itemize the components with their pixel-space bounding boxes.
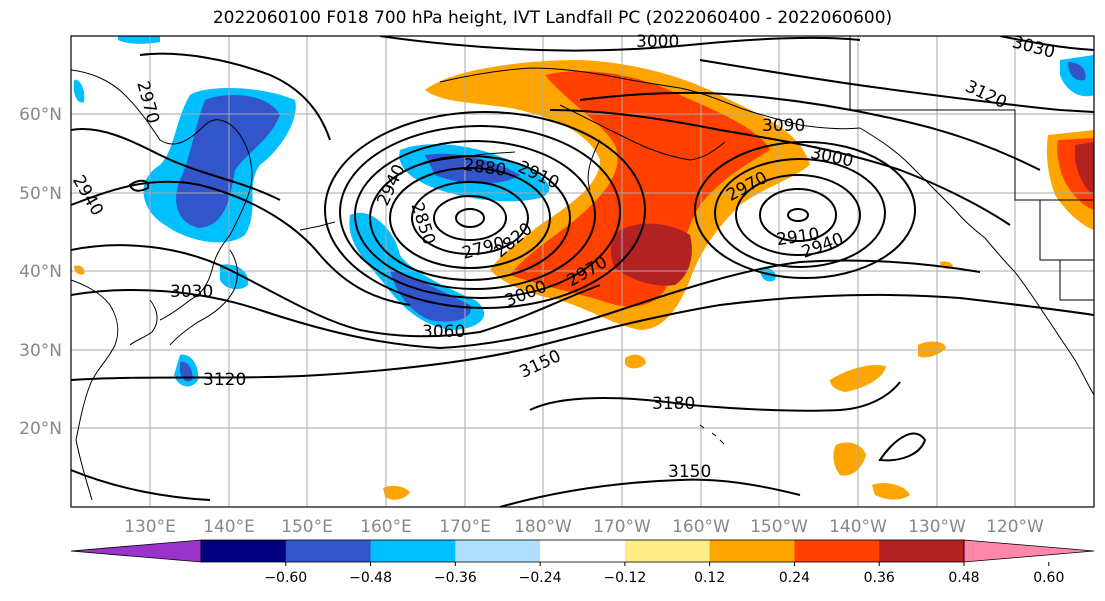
latitude-labels: 60°N 50°N 40°N 30°N 20°N [19,105,62,439]
colorbar-tick-label: −0.48 [349,570,392,586]
colorbar-swatches [70,539,1095,563]
map-title: 2022060100 F018 700 hPa height, IVT Land… [212,8,893,28]
contour-label: 3150 [668,462,711,482]
lon-label: 160°E [360,517,412,537]
colorbar-swatch [455,540,541,562]
lat-label: 30°N [19,341,62,361]
colorbar-swatch [879,540,965,562]
lon-label: 160°W [672,517,730,537]
contour-label: 3060 [422,322,465,342]
graticule [71,36,1094,507]
colorbar-tick-label: 0.36 [864,570,895,586]
lon-label: 130°E [124,517,176,537]
colorbar-ticks: −0.60 −0.48 −0.36 −0.24 −0.12 0.12 0.24 0.36 0.4… [264,562,1064,586]
colorbar-tick-label: −0.60 [264,570,307,586]
colorbar-tick-label: −0.36 [434,570,477,586]
lon-label: 140°E [203,517,255,537]
contour-label: 3180 [652,394,695,414]
colorbar: −0.60 −0.48 −0.36 −0.24 −0.12 0.12 0.24 0.36 0.4… [70,539,1095,586]
lon-label: 130°W [908,517,966,537]
lon-label: 170°W [593,517,651,537]
lon-label: 180°W [514,517,572,537]
lat-label: 40°N [19,262,62,282]
colorbar-extend-low [70,539,202,563]
contour-label: 3120 [203,370,246,390]
colorbar-frame [200,539,965,563]
contour-label: 3090 [762,116,805,136]
lat-label: 50°N [19,184,62,204]
colorbar-swatch [624,540,711,562]
colorbar-tick-label: 0.60 [1033,570,1064,586]
lat-label: 20°N [19,419,62,439]
colorbar-swatch [370,540,456,562]
colorbar-tick-label: 0.48 [948,570,979,586]
colorbar-extend-high [963,539,1095,563]
colorbar-swatch [540,540,626,562]
lon-label: 150°W [750,517,808,537]
colorbar-swatch [709,540,795,562]
colorbar-tick-label: −0.24 [519,570,562,586]
colorbar-swatch [794,540,880,562]
lon-label: 170°E [439,517,491,537]
contour-label: 3030 [170,282,213,302]
lon-label: 140°W [829,517,887,537]
map-frame [70,35,1095,508]
lon-label: 150°E [281,517,333,537]
lat-label: 60°N [19,105,62,125]
colorbar-swatch [285,540,372,562]
contour-label: 3000 [636,32,679,52]
colorbar-tick-label: 0.12 [694,570,725,586]
height-contours [71,36,1094,507]
colorbar-tick-label: 0.24 [779,570,810,586]
colorbar-swatch [201,540,287,562]
longitude-labels: 130°E 140°E 150°E 160°E 170°E 180°W 170°… [124,517,1044,537]
lon-label: 120°W [986,517,1044,537]
colorbar-tick-label: −0.12 [603,570,646,586]
